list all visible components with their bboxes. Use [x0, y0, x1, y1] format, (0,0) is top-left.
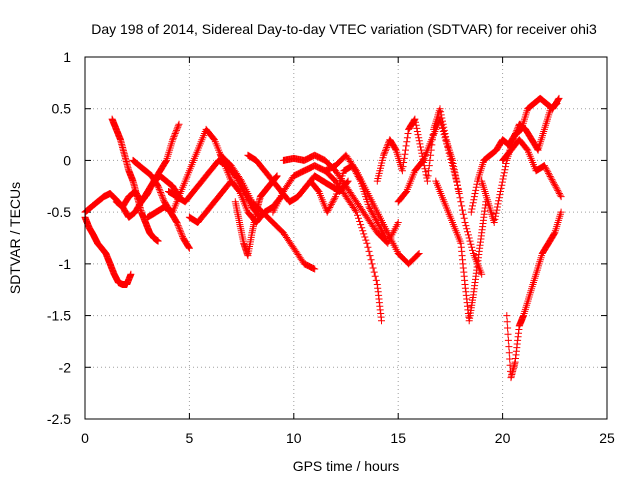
- y-tick-label: -2: [59, 359, 72, 375]
- y-tick-label: -1.5: [47, 308, 71, 324]
- data-point-markers: [112, 120, 183, 221]
- grid-layer: [85, 57, 607, 419]
- y-tick-label: 0.5: [52, 101, 72, 117]
- data-point-markers: [81, 213, 135, 288]
- series-arc-2: [81, 213, 135, 288]
- data-point-markers: [108, 115, 162, 245]
- series-arc-18: [432, 177, 490, 325]
- series-arc-21: [503, 208, 565, 382]
- x-axis-label: GPS time / hours: [293, 458, 400, 474]
- data-point-markers: [503, 208, 565, 382]
- data-point-markers: [394, 115, 486, 278]
- y-tick-label: -1: [59, 256, 72, 272]
- y-tick-label: -2.5: [47, 411, 71, 427]
- y-tick-label: -0.5: [47, 204, 71, 220]
- data-point-markers: [321, 151, 423, 268]
- x-tick-label: 0: [81, 430, 89, 446]
- x-tick-label: 20: [495, 430, 511, 446]
- series-arc-3: [108, 115, 162, 245]
- series-arc-15: [321, 151, 423, 268]
- x-tick-label: 15: [390, 430, 406, 446]
- data-point-markers: [432, 177, 490, 325]
- y-tick-label: 0: [63, 152, 71, 168]
- series-arc-8: [185, 177, 285, 226]
- x-tick-label: 10: [286, 430, 302, 446]
- x-tick-label: 5: [186, 430, 194, 446]
- data-point-markers: [185, 177, 285, 226]
- series-arc-4: [112, 120, 183, 221]
- plot-frame: [84, 56, 608, 420]
- x-tick-label: 25: [599, 430, 615, 446]
- chart-title: Day 198 of 2014, Sidereal Day-to-day VTE…: [91, 21, 597, 37]
- series-arc-20: [478, 100, 561, 226]
- data-point-markers: [217, 151, 319, 273]
- y-tick-label: 1: [63, 49, 71, 65]
- tick-layer: 0 5 10 15 20 25 -2.5 -2 -1.5 -1 -0.5 0 0.5 1: [47, 49, 615, 446]
- series-arc-17: [394, 115, 486, 278]
- series-arc-9: [217, 151, 319, 273]
- y-axis-label: SDTVAR / TECUs: [7, 182, 23, 294]
- data-point-markers: [478, 100, 561, 226]
- data-layer: [81, 94, 565, 382]
- series-arc-22: [499, 136, 565, 201]
- data-point-markers: [499, 136, 565, 201]
